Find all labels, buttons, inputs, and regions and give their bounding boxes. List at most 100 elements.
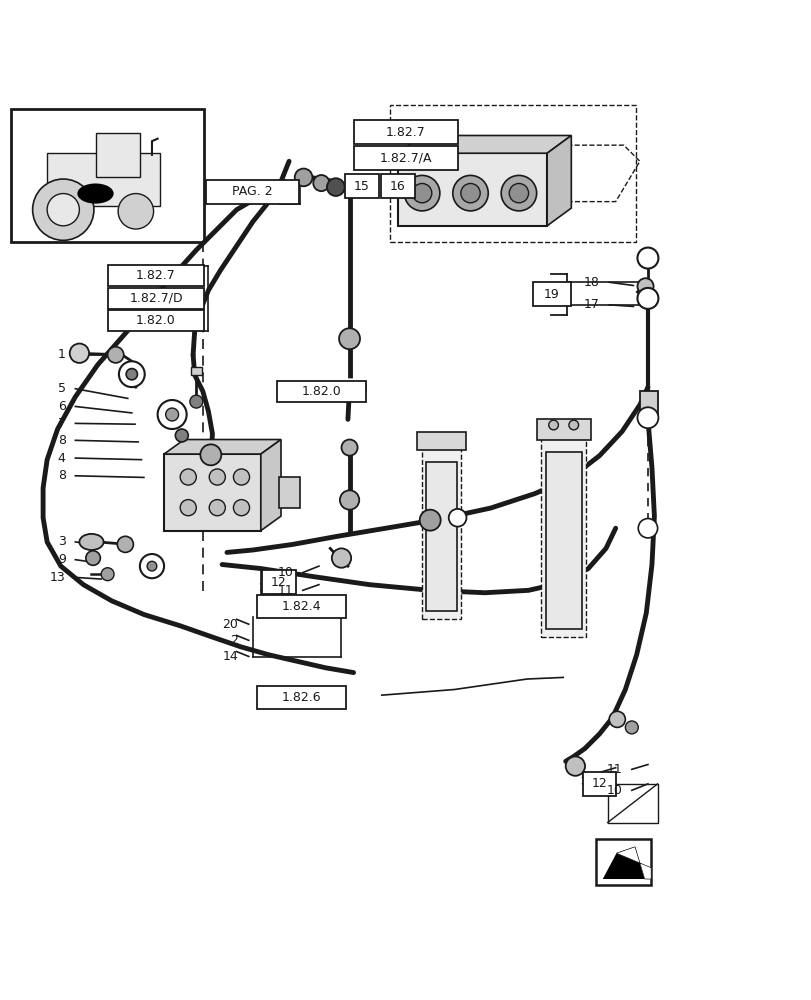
Circle shape — [139, 554, 164, 578]
Bar — [639, 391, 657, 419]
Text: 7: 7 — [58, 417, 66, 430]
Text: 8: 8 — [58, 434, 66, 447]
Text: 1.82.7/D: 1.82.7/D — [129, 292, 182, 305]
Bar — [11, 109, 204, 242]
Text: 1.82.4: 1.82.4 — [281, 600, 320, 613]
Bar — [353, 120, 458, 144]
Bar — [389, 105, 635, 242]
Text: 1.82.7/A: 1.82.7/A — [380, 152, 431, 165]
Circle shape — [624, 721, 637, 734]
Circle shape — [101, 568, 114, 581]
Text: 8: 8 — [58, 469, 66, 482]
Circle shape — [341, 440, 357, 456]
Text: 19: 19 — [543, 288, 559, 301]
Text: 13: 13 — [49, 571, 66, 584]
Bar — [256, 595, 345, 618]
Bar — [417, 432, 465, 450]
Polygon shape — [547, 135, 571, 226]
Circle shape — [637, 278, 653, 294]
Ellipse shape — [77, 183, 114, 204]
Text: 1.82.7: 1.82.7 — [136, 269, 176, 282]
Text: 12: 12 — [270, 576, 286, 589]
Bar — [206, 180, 298, 204]
Polygon shape — [607, 784, 657, 823]
Circle shape — [637, 288, 658, 309]
Text: 10: 10 — [606, 784, 621, 797]
Circle shape — [332, 548, 350, 568]
Circle shape — [180, 469, 196, 485]
Circle shape — [448, 509, 466, 527]
Circle shape — [118, 194, 153, 229]
Bar — [108, 265, 204, 286]
Bar — [256, 686, 345, 709]
Bar — [261, 570, 295, 594]
Circle shape — [453, 175, 487, 211]
Text: 20: 20 — [222, 618, 238, 631]
Polygon shape — [602, 847, 644, 879]
Circle shape — [47, 194, 79, 226]
Circle shape — [339, 328, 359, 349]
Text: 1.82.6: 1.82.6 — [281, 691, 320, 704]
Circle shape — [32, 179, 94, 240]
Polygon shape — [164, 440, 281, 454]
Ellipse shape — [79, 534, 104, 550]
Bar — [397, 153, 547, 226]
Text: 17: 17 — [583, 298, 599, 311]
Circle shape — [165, 408, 178, 421]
Circle shape — [70, 344, 89, 363]
Circle shape — [209, 500, 225, 516]
Bar — [582, 772, 616, 796]
Bar — [426, 462, 457, 611]
Text: 12: 12 — [591, 777, 607, 790]
Bar — [353, 146, 458, 170]
Polygon shape — [260, 440, 281, 531]
Polygon shape — [616, 847, 650, 879]
Circle shape — [180, 500, 196, 516]
Circle shape — [608, 711, 624, 727]
Circle shape — [565, 756, 584, 776]
Text: PAG. 2: PAG. 2 — [232, 185, 272, 198]
Circle shape — [157, 400, 187, 429]
Circle shape — [190, 395, 203, 408]
Circle shape — [637, 519, 657, 538]
Text: 11: 11 — [277, 584, 293, 597]
Text: 3: 3 — [58, 535, 66, 548]
Circle shape — [175, 429, 188, 442]
Bar — [277, 381, 365, 402]
Bar — [108, 288, 204, 309]
Text: 2: 2 — [230, 634, 238, 647]
Circle shape — [637, 248, 658, 269]
Bar — [108, 310, 204, 331]
Bar — [536, 419, 590, 440]
Bar — [96, 133, 139, 177]
Text: 4: 4 — [58, 452, 66, 465]
Bar — [191, 367, 202, 375]
Bar — [595, 839, 650, 885]
Bar — [279, 477, 299, 508]
Text: 9: 9 — [58, 553, 66, 566]
Circle shape — [233, 469, 249, 485]
Text: 15: 15 — [354, 180, 369, 193]
Circle shape — [108, 347, 123, 363]
Bar — [164, 454, 260, 531]
Circle shape — [233, 500, 249, 516]
Circle shape — [126, 369, 137, 380]
Circle shape — [200, 444, 221, 465]
Bar — [545, 452, 581, 629]
Circle shape — [500, 175, 536, 211]
Text: 1: 1 — [58, 348, 66, 361]
Text: 1.82.0: 1.82.0 — [301, 385, 341, 398]
Circle shape — [508, 183, 528, 203]
Circle shape — [294, 169, 312, 186]
Circle shape — [117, 536, 133, 552]
Circle shape — [548, 420, 558, 430]
Circle shape — [569, 420, 578, 430]
Circle shape — [209, 469, 225, 485]
Polygon shape — [397, 135, 571, 153]
Circle shape — [404, 175, 440, 211]
Circle shape — [86, 551, 101, 565]
Bar — [345, 174, 378, 198]
Circle shape — [118, 361, 144, 387]
Bar — [422, 442, 461, 619]
Text: 16: 16 — [389, 180, 406, 193]
